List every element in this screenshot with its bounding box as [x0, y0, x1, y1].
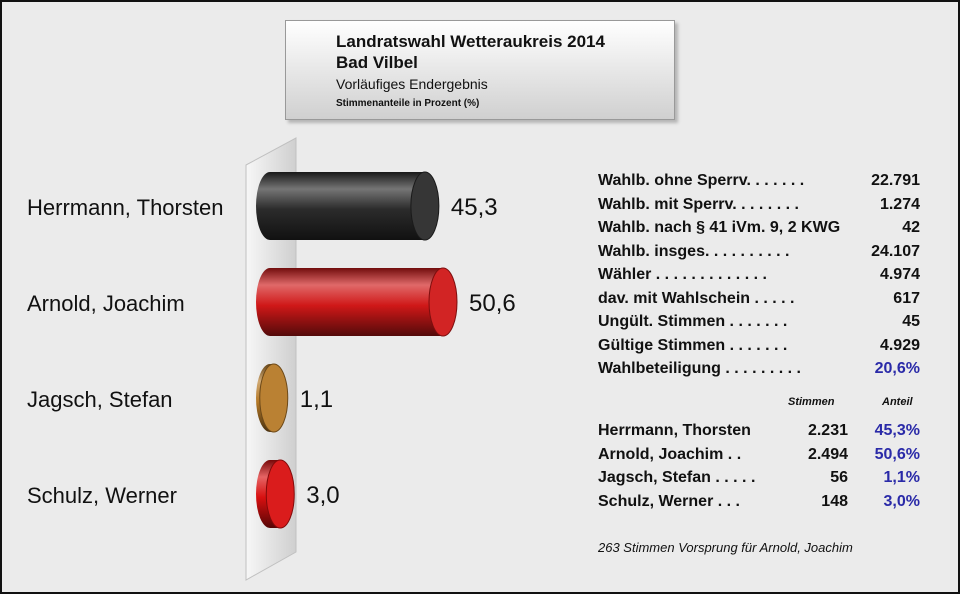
stat-value: 24.107: [871, 242, 920, 260]
bar-cap-0: [410, 171, 440, 241]
candidate-name: Herrmann, Thorsten: [598, 422, 751, 439]
stat-label: Wahlb. ohne Sperrv. . . . . . .: [598, 172, 805, 189]
bar-chart: 45,3 Herrmann, Thorsten 50,6 Arnold, Joachi…: [27, 137, 516, 581]
bar-cap-3: [265, 459, 295, 529]
stat-row: Gültige Stimmen . . . . . . . 4.929: [598, 337, 920, 359]
candidate-share: 1,1%: [883, 469, 920, 486]
stat-value: 22.791: [871, 172, 920, 189]
bar-category-label: Herrmann, Thorsten: [27, 195, 223, 220]
candidate-name: Schulz, Werner . . .: [598, 492, 740, 510]
stat-label: Gültige Stimmen . . . . . . .: [598, 336, 788, 354]
stat-label: Wahlb. mit Sperrv. . . . . . . .: [598, 195, 799, 213]
stat-value: 45: [902, 313, 920, 330]
title-box: Landratswahl Wetteraukreis 2014 Bad Vilb…: [285, 20, 675, 120]
stat-row: Ungült. Stimmen . . . . . . . 45: [598, 313, 920, 335]
bar-category-label: Jagsch, Stefan: [27, 387, 173, 412]
chart-subtitle-location: Bad Vilbel: [336, 53, 418, 72]
candidate-result-row: Arnold, Joachim . . 2.494 50,6%: [598, 446, 920, 468]
stat-value: 4.974: [879, 266, 920, 283]
candidate-share: 45,3%: [874, 422, 920, 439]
stat-label: dav. mit Wahlschein . . . . .: [598, 289, 795, 307]
bar-cap-2: [259, 363, 289, 433]
lead-note: 263 Stimmen Vorsprung für Arnold, Joachi…: [598, 540, 853, 555]
candidate-result-row: Jagsch, Stefan . . . . . 56 1,1%: [598, 469, 920, 491]
candidate-votes: 2.494: [807, 445, 848, 463]
candidate-name: Arnold, Joachim . .: [598, 445, 742, 463]
col-header-stimmen: Stimmen: [788, 396, 835, 408]
stat-row: Wahlb. mit Sperrv. . . . . . . . 1.274: [598, 196, 920, 218]
stat-label: Wahlbeteiligung . . . . . . . . .: [598, 360, 801, 377]
stat-row: Wahlb. insges. . . . . . . . . . 24.107: [598, 243, 920, 265]
candidate-result-row: Schulz, Werner . . . 148 3,0%: [598, 493, 920, 515]
bar-value-label: 45,3: [451, 194, 498, 221]
stat-value: 1.274: [879, 195, 920, 213]
stat-row: Wahlb. ohne Sperrv. . . . . . . 22.791: [598, 172, 920, 194]
chart-subtitle-unit: Stimmenanteile in Prozent (%): [336, 98, 480, 109]
stat-value: 20,6%: [874, 360, 920, 377]
stat-row: dav. mit Wahlschein . . . . . 617: [598, 290, 920, 312]
bar-category-label: Arnold, Joachim: [27, 291, 185, 316]
candidate-name: Jagsch, Stefan . . . . .: [598, 469, 756, 486]
stat-label: Ungült. Stimmen . . . . . . .: [598, 313, 788, 330]
col-header-anteil: Anteil: [882, 396, 913, 408]
candidate-share: 50,6%: [874, 445, 920, 463]
bar-category-label: Schulz, Werner: [27, 483, 177, 508]
stat-row: Wahlb. nach § 41 iVm. 9, 2 KWG 42: [598, 219, 920, 241]
bar-1: [256, 268, 457, 336]
chart-title: Landratswahl Wetteraukreis 2014: [336, 32, 605, 51]
candidate-result-row: Herrmann, Thorsten 2.231 45,3%: [598, 422, 920, 444]
chart-subtitle-status: Vorläufiges Endergebnis: [336, 76, 488, 92]
bar-value-label: 50,6: [469, 290, 516, 317]
stat-value: 42: [902, 219, 920, 236]
stat-label: Wahlb. insges. . . . . . . . . .: [598, 242, 790, 260]
candidate-votes: 2.231: [807, 422, 848, 439]
candidate-share: 3,0%: [883, 492, 920, 510]
bar-value-label: 1,1: [300, 386, 333, 413]
stat-row: Wähler . . . . . . . . . . . . . 4.974: [598, 266, 920, 288]
stat-row: Wahlbeteiligung . . . . . . . . . 20,6%: [598, 360, 920, 382]
bar-cap-1: [428, 267, 458, 337]
candidate-votes: 56: [830, 469, 848, 486]
candidate-votes: 148: [821, 492, 848, 510]
stat-label: Wahlb. nach § 41 iVm. 9, 2 KWG: [598, 219, 841, 236]
stat-label: Wähler . . . . . . . . . . . . .: [598, 266, 767, 283]
stat-value: 4.929: [879, 336, 920, 354]
bar-0: [256, 172, 439, 240]
stat-value: 617: [893, 289, 920, 307]
bar-value-label: 3,0: [306, 482, 339, 509]
